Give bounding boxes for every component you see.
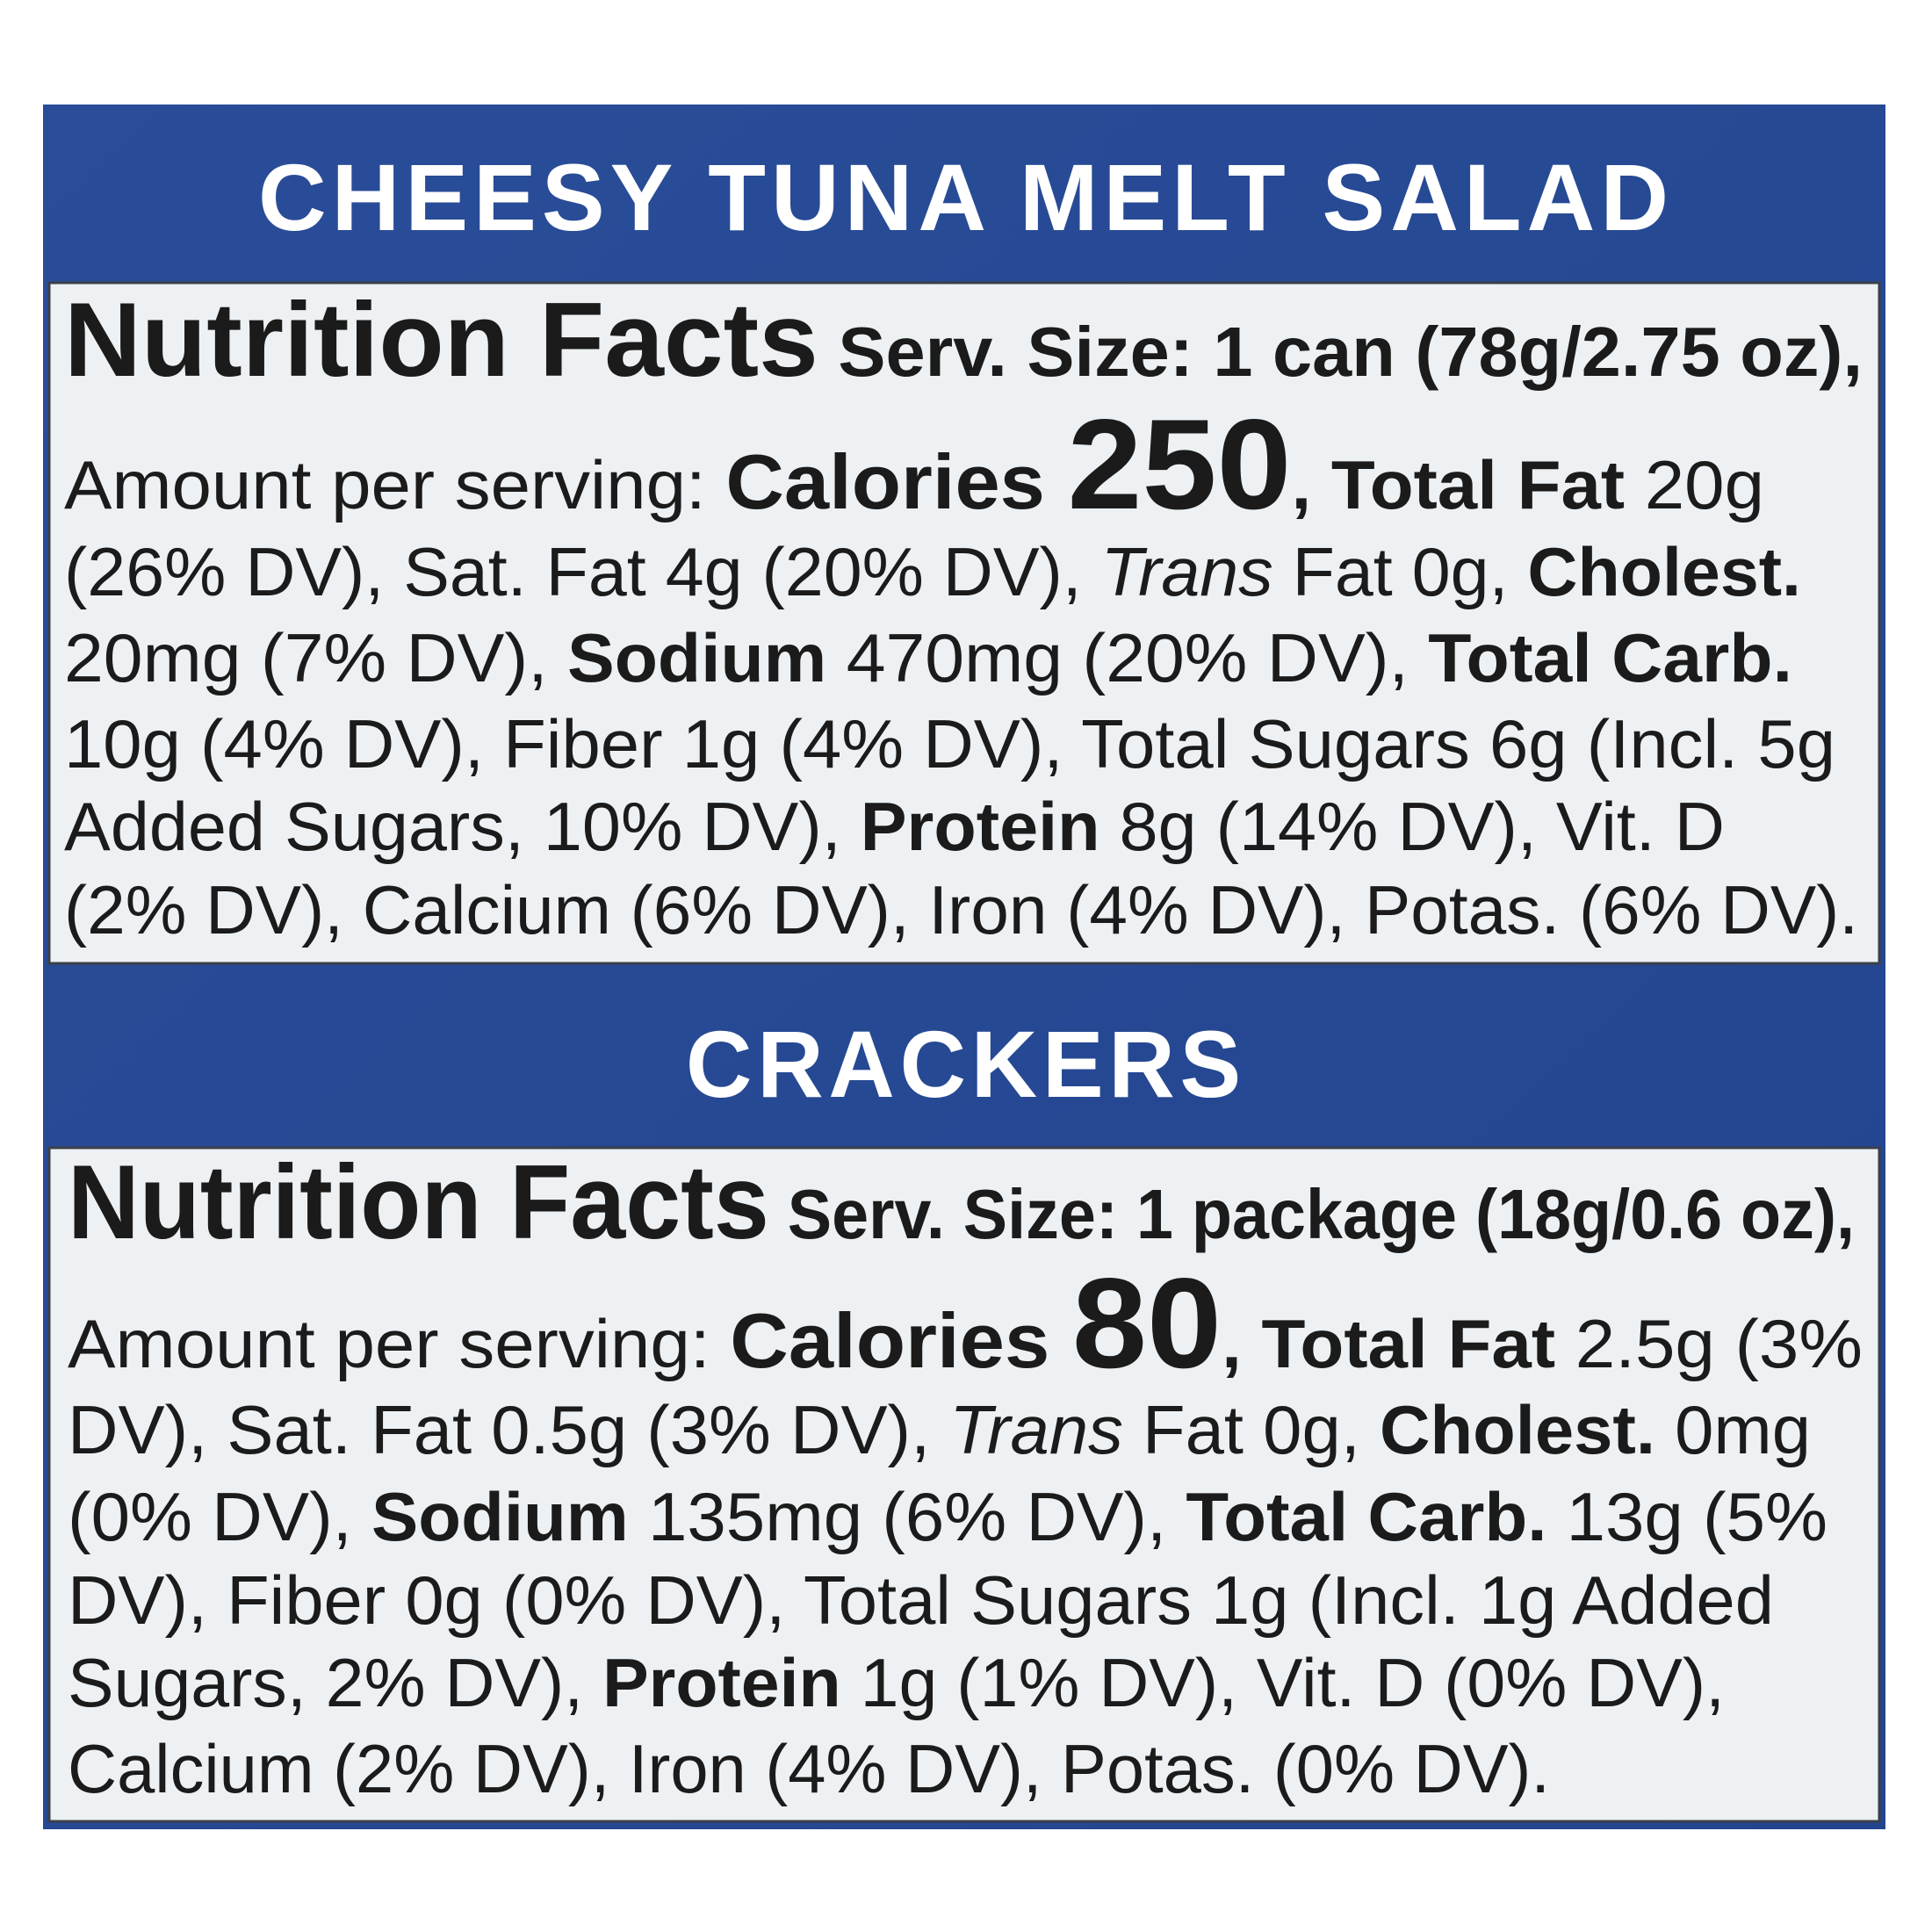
facts-line: Calcium (2% DV), Iron (4% DV), Potas. (0… xyxy=(68,1730,1550,1807)
facts-line: (26% DV), Sat. Fat 4g (20% DV), Trans Fa… xyxy=(64,533,1801,610)
section-title: CHEESY TUNA MELT SALAD xyxy=(258,144,1674,250)
text-run: 13g (5% xyxy=(1546,1478,1827,1555)
text-run: 1g (1% DV), Vit. D (0% DV), xyxy=(841,1644,1725,1721)
text-run: (2% DV), Calcium (6% DV), Iron (4% DV), … xyxy=(64,871,1858,948)
text-run: , Total Fat xyxy=(1292,446,1626,523)
text-run: Protein xyxy=(602,1644,841,1721)
text-run: Trans xyxy=(1101,533,1273,610)
text-run: Total Carb. xyxy=(1186,1478,1546,1555)
text-run: Sodium xyxy=(371,1478,629,1555)
text-run: , Total Fat xyxy=(1222,1305,1555,1382)
text-run: 0mg xyxy=(1655,1391,1811,1468)
text-run: Protein xyxy=(861,788,1100,865)
text-run: Cholest. xyxy=(1380,1391,1655,1468)
text-run: 470mg (20% DV), xyxy=(826,619,1428,696)
text-run: Sodium xyxy=(567,619,826,696)
text-run: Calories xyxy=(725,438,1067,525)
text-run: (26% DV), Sat. Fat 4g (20% DV), xyxy=(64,533,1101,610)
text-run: Added Sugars, 10% DV), xyxy=(64,788,861,865)
text-run: 20g xyxy=(1625,446,1764,523)
facts-line: Nutrition Facts Serv. Size: 1 package (1… xyxy=(68,1143,1855,1261)
facts-line: Added Sugars, 10% DV), Protein 8g (14% D… xyxy=(64,788,1725,865)
text-run: Sugars, 2% DV), xyxy=(68,1644,602,1721)
text-run: Serv. Size: 1 package (18g/0.6 oz), xyxy=(769,1175,1855,1253)
facts-line: 10g (4% DV), Fiber 1g (4% DV), Total Sug… xyxy=(64,705,1835,782)
text-run: 8g (14% DV), Vit. D xyxy=(1100,788,1725,865)
facts-line: Sugars, 2% DV), Protein 1g (1% DV), Vit.… xyxy=(68,1644,1725,1721)
text-run: 135mg (6% DV), xyxy=(629,1478,1186,1555)
text-run: Trans xyxy=(949,1391,1123,1468)
text-run: DV), Sat. Fat 0.5g (3% DV), xyxy=(68,1391,949,1468)
facts-line: 20mg (7% DV), Sodium 470mg (20% DV), Tot… xyxy=(64,619,1792,696)
facts-line: Amount per serving: Calories 80, Total F… xyxy=(68,1251,1863,1395)
text-run: DV), Fiber 0g (0% DV), Total Sugars 1g (… xyxy=(68,1561,1774,1639)
facts-line: DV), Sat. Fat 0.5g (3% DV), Trans Fat 0g… xyxy=(68,1391,1811,1468)
facts-line: (0% DV), Sodium 135mg (6% DV), Total Car… xyxy=(68,1478,1827,1555)
facts-panel xyxy=(47,281,1881,965)
text-run: Amount per serving: xyxy=(68,1305,730,1382)
text-run: Serv. Size: 1 can (78g/2.75 oz), xyxy=(818,313,1863,391)
text-run: Cholest. xyxy=(1527,533,1801,610)
text-run: Calories xyxy=(730,1297,1072,1384)
text-run: 2.5g (3% xyxy=(1555,1305,1863,1382)
text-run: 20mg (7% DV), xyxy=(64,619,567,696)
calories-value: 250 xyxy=(1068,393,1292,536)
text-run: (0% DV), xyxy=(68,1478,371,1555)
text-run: Fat 0g, xyxy=(1123,1391,1380,1468)
text-run: Total Carb. xyxy=(1428,619,1792,696)
text-run: 10g (4% DV), Fiber 1g (4% DV), Total Sug… xyxy=(64,705,1835,782)
section-title: CRACKERS xyxy=(686,1011,1246,1117)
text-run: Calcium (2% DV), Iron (4% DV), Potas. (0… xyxy=(68,1730,1550,1807)
text-run: Nutrition Facts xyxy=(64,281,818,399)
text-run: Amount per serving: xyxy=(64,446,725,523)
text-run: Fat 0g, xyxy=(1273,533,1528,610)
facts-line: Nutrition Facts Serv. Size: 1 can (78g/2… xyxy=(64,281,1863,399)
calories-value: 80 xyxy=(1072,1251,1222,1395)
facts-line: (2% DV), Calcium (6% DV), Iron (4% DV), … xyxy=(64,871,1858,948)
facts-line: Amount per serving: Calories 250, Total … xyxy=(64,393,1764,536)
facts-panel xyxy=(47,1146,1881,1823)
facts-line: DV), Fiber 0g (0% DV), Total Sugars 1g (… xyxy=(68,1561,1774,1639)
text-run: Nutrition Facts xyxy=(68,1143,769,1261)
